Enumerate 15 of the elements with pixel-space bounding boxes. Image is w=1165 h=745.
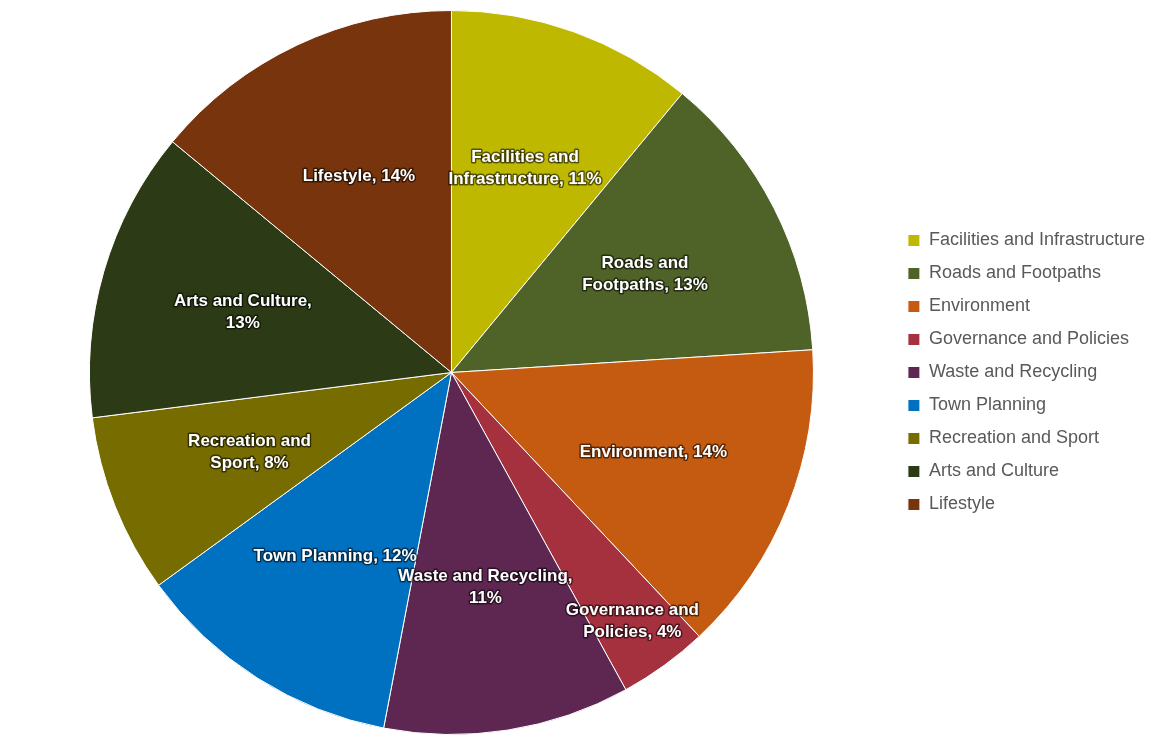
- legend-label: Facilities and Infrastructure: [928, 229, 1146, 250]
- legend-label: Recreation and Sport: [928, 427, 1100, 448]
- legend-label: Governance and Policies: [928, 328, 1130, 349]
- data-label: Arts and Culture, 13%: [173, 290, 312, 332]
- legend-label: Roads and Footpaths: [928, 262, 1102, 283]
- data-label: Town Planning, 12%: [253, 545, 417, 565]
- data-label: Environment, 14%: [579, 442, 728, 462]
- data-label: Lifestyle, 14%: [302, 165, 416, 185]
- legend-label: Waste and Recycling: [928, 361, 1098, 382]
- legend-label: Arts and Culture: [928, 460, 1059, 481]
- legend-label: Lifestyle: [928, 493, 995, 514]
- data-label: Recreation and Sport, 8%: [188, 431, 311, 473]
- data-label: Roads and Footpaths, 13%: [582, 252, 708, 294]
- legend-label: Town Planning: [928, 394, 1047, 415]
- legend-label: Environment: [928, 295, 1030, 316]
